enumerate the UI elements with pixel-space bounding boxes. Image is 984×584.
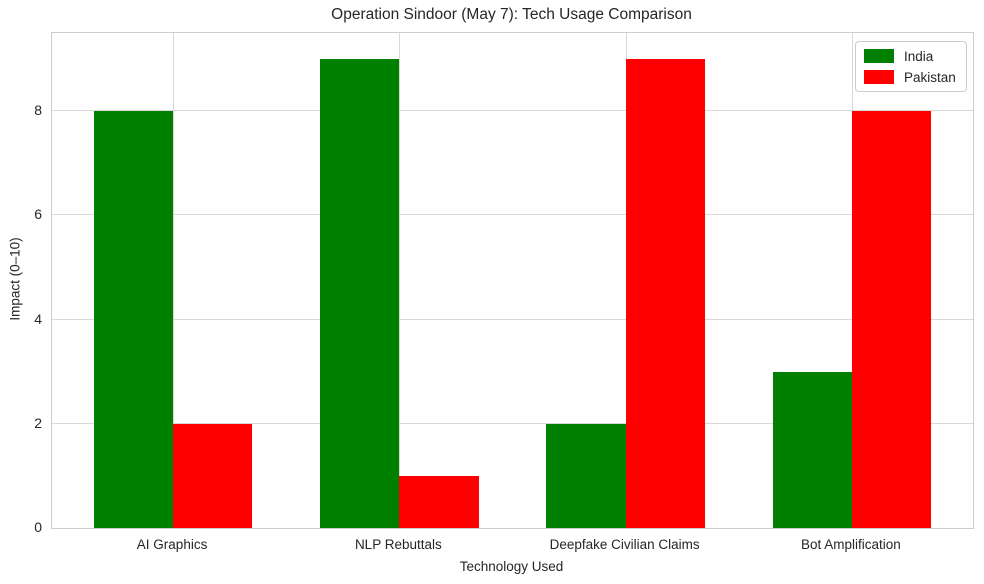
chart-title: Operation Sindoor (May 7): Tech Usage Co…	[331, 6, 692, 23]
x-axis-ticks: AI Graphics NLP Rebuttals Deepfake Civilia…	[51, 537, 972, 555]
gridline-horizontal-6	[52, 214, 973, 216]
x-tick-label-ai-graphics: AI Graphics	[136, 537, 208, 552]
y-axis-label: Impact (0–10)	[7, 237, 23, 321]
legend-swatch-india	[864, 49, 894, 63]
bar-india-ai-graphics	[93, 111, 174, 528]
x-tick-label-bot-amplification: Bot Amplification	[801, 537, 901, 552]
legend: India Pakistan	[855, 41, 967, 92]
y-tick-label-2: 2	[34, 414, 42, 431]
y-axis-ticks: 0 2 4 6 8	[0, 32, 42, 535]
gridline-horizontal-8	[52, 110, 973, 112]
gridline-vertical-nlp-rebuttals	[399, 33, 401, 528]
bar-pakistan-deepfake-civilian-claims	[625, 59, 705, 528]
gridline-horizontal-2	[52, 422, 973, 424]
y-tick-label-4: 4	[34, 310, 42, 327]
bar-pakistan-nlp-rebuttals	[399, 475, 479, 528]
bar-india-bot-amplification	[772, 371, 852, 528]
x-tick-label-nlp-rebuttals: NLP Rebuttals	[354, 537, 442, 552]
plot-area	[51, 32, 974, 529]
y-tick-label-0: 0	[34, 519, 42, 535]
legend-item-pakistan: Pakistan	[864, 68, 958, 86]
bar-pakistan-bot-amplification	[851, 111, 932, 528]
gridline-vertical-ai-graphics	[173, 33, 175, 528]
gridline-horizontal-4	[52, 318, 973, 320]
y-tick-label-6: 6	[34, 206, 42, 223]
legend-label-pakistan: Pakistan	[904, 69, 956, 85]
legend-label-india: India	[904, 48, 934, 64]
legend-swatch-pakistan	[864, 70, 894, 84]
y-tick-label-8: 8	[34, 102, 42, 119]
x-axis-label: Technology Used	[459, 559, 564, 574]
legend-item-india: India	[864, 47, 958, 65]
bar-pakistan-ai-graphics	[173, 423, 253, 528]
x-tick-label-deepfake-civilian-claims: Deepfake Civilian Claims	[549, 537, 700, 552]
bar-india-nlp-rebuttals	[320, 59, 400, 528]
bar-india-deepfake-civilian-claims	[546, 423, 626, 528]
